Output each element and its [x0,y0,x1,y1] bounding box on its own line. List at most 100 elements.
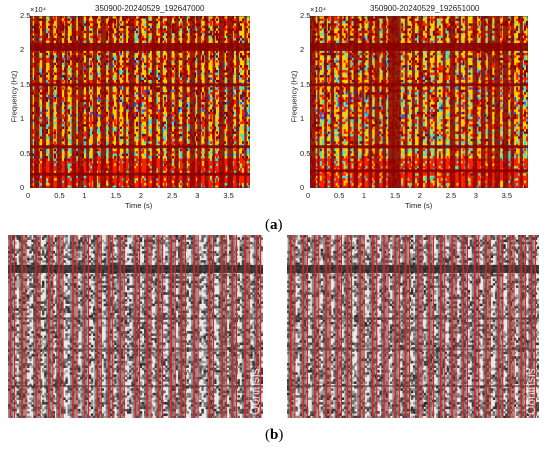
spectrogram-cell [158,114,161,118]
spectrogram-cell [88,156,91,159]
spectrogram-cell [150,99,153,103]
spectrogram-cell [142,111,145,115]
spectrogram-cell [90,168,93,172]
spectrogram-cell [162,163,165,167]
spectrogram-cell [134,16,137,19]
spectrogram-cell [142,153,145,157]
spectrogram-cell [172,60,175,64]
spectrogram-cell [68,185,71,188]
spectrogram-cell [158,180,161,184]
spectrogram-cell [112,170,115,174]
spectrogram-cell [32,124,35,127]
spectrogram-cell [136,94,139,98]
spectrogram-cell [88,23,91,27]
spectrogram-cell [32,160,35,164]
spectrogram-cell [172,40,175,44]
spectrogram-cell [120,65,123,68]
spectrogram-cell [120,70,123,73]
spectrogram-cell [126,133,129,137]
spectrogram-cell [84,67,87,71]
spectrogram-cell [156,143,159,147]
spectrogram-cell [98,116,101,120]
spectrogram-cell [48,89,51,93]
spectrogram-cell [120,116,123,120]
spectrogram-cell [122,109,125,113]
spectrogram-cell [98,60,101,64]
spectrogram-cell [40,94,43,98]
spectrogram-cell [156,33,159,37]
spectrogram-cell [98,16,101,19]
spectrogram-cell [106,116,109,120]
spectrogram-cell [90,74,93,78]
spectrogram-cell [98,141,101,145]
spectrogram-cell [150,183,153,186]
spectrogram-cell [62,158,65,162]
spectrogram-cell [70,99,73,103]
spectrogram-cell [136,156,139,159]
spectrogram-cell [142,97,145,100]
spectrogram-cell [162,55,165,59]
spectrogram-cell [62,20,65,24]
spectrogram-cell [70,185,73,188]
spectrogram-cell [32,165,35,169]
spectrogram-cell [40,77,43,81]
spectrogram-cell [122,72,125,76]
spectrogram-cell [98,62,101,66]
spectrogram-cell [84,106,87,110]
spectrogram-cell [122,92,125,96]
spectrogram-cell [62,129,65,132]
spectrogram-cell [134,165,137,169]
spectrogram-cell [106,79,109,83]
spectrogram-cell [144,104,147,108]
spectrogram-cell [158,104,161,108]
spectrogram-cell [148,116,151,120]
spectrogram-cell [40,124,43,127]
spectrogram-cell [48,183,51,186]
spectrogram-cell [40,65,43,68]
spectrogram-cell [40,67,43,71]
spectrogram-cell [158,16,161,19]
spectrogram-cell [164,65,167,68]
spectrogram-cell [144,138,147,142]
spectrogram-cell [120,163,123,167]
spectrogram-cell [48,65,51,68]
spectrogram-cell [88,20,91,24]
spectrogram-cell [150,148,153,152]
spectrogram-cell [148,18,151,22]
spectrogram-cell [54,104,57,108]
spectrogram-cell [126,25,129,29]
spectrogram-cell [68,87,71,91]
spectrogram-cell [54,89,57,93]
spectrogram-cell [84,92,87,96]
spectrogram-cell [62,153,65,157]
spectrogram-cell [122,168,125,172]
spectrogram-cell [90,119,93,123]
spectrogram-cell [62,38,65,41]
spectrogram-cell [144,62,147,66]
spectrogram-cell [62,30,65,34]
spectrogram-cell [114,65,117,68]
spectrogram-cell [136,40,139,44]
spectrogram-cell [76,40,79,44]
spectrogram-cell [120,141,123,145]
spectrogram-cell [120,52,123,56]
spectrogram-cell [40,50,43,54]
spectrogram-cell [144,114,147,118]
spectrogram-cell [32,158,35,162]
spectrogram-cell [48,185,51,188]
spectrogram-cell [90,156,93,159]
spectrogram-cell [114,33,117,37]
spectrogram-cell [150,156,153,159]
spectrogram-cell [164,62,167,66]
spectrogram-cell [90,70,93,73]
spectrogram-cell [96,62,99,66]
spectrogram-cell [54,60,57,64]
spectrogram-cell [70,160,73,164]
spectrogram-cell [84,57,87,61]
spectrogram-cell [164,35,167,39]
spectrogram-cell [162,99,165,103]
spectrogram-cell [164,160,167,164]
spectrogram-cell [144,99,147,103]
spectrogram-cell [76,126,79,130]
spectrogram-cell [134,106,137,110]
